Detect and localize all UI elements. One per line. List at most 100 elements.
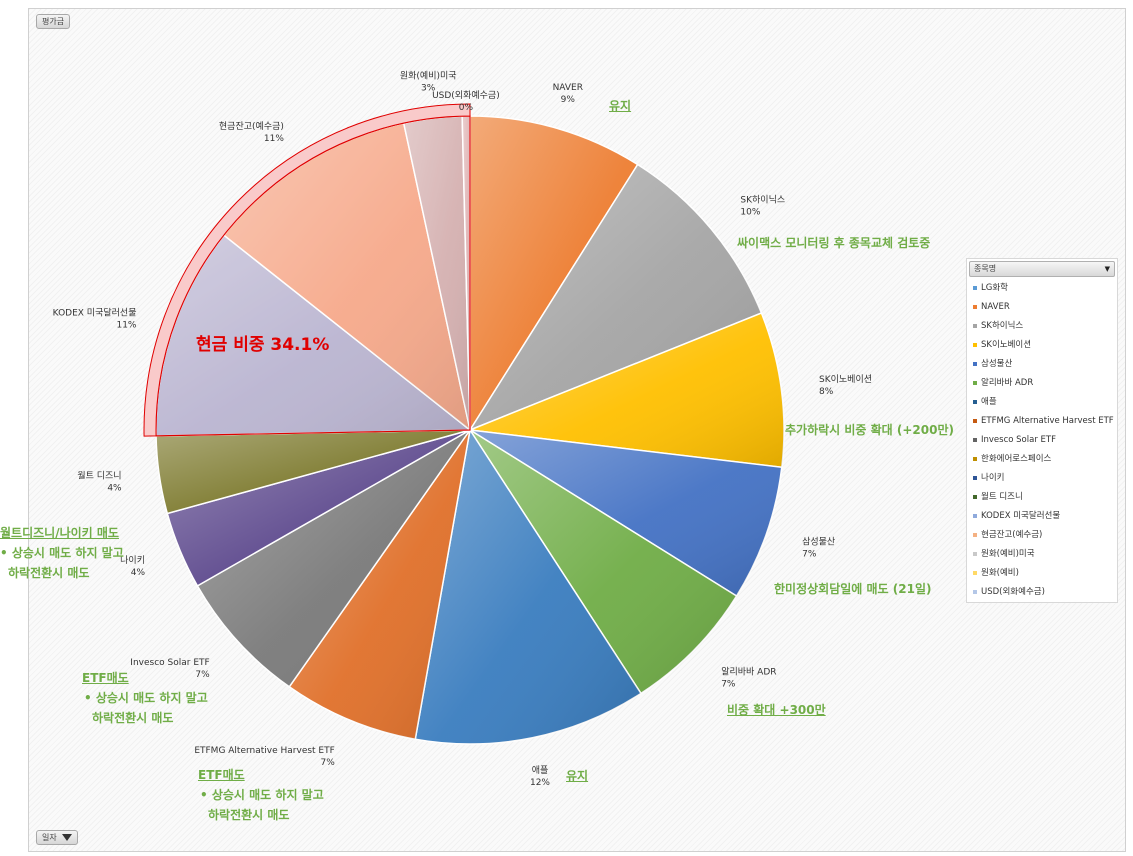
slice-percent-label: 7%: [721, 680, 736, 690]
annotation-naver: 유지: [609, 96, 631, 116]
legend-swatch: [973, 418, 977, 423]
annotation-invesco: ETF매도 • 상승시 매도 하지 말고 하락전환시 매도: [82, 668, 208, 728]
slice-name-label: USD(외화예수금): [432, 89, 500, 101]
legend-item[interactable]: 한화에어로스페이스: [967, 450, 1117, 469]
legend-swatch: [973, 456, 977, 461]
slice-percent-label: 9%: [561, 95, 576, 105]
legend-item-label: 월트 디즈니: [981, 492, 1023, 502]
legend-item[interactable]: 원화(예비)미국: [967, 545, 1117, 564]
legend-item[interactable]: 나이키: [967, 469, 1117, 488]
annotation-line: 추가하락시 비중 확대 (+200만): [785, 423, 955, 437]
legend-swatch: [973, 532, 977, 537]
slice-name-label: 나이키: [120, 555, 145, 566]
annotation-line: ETF매도: [82, 671, 129, 685]
legend-item[interactable]: NAVER: [967, 298, 1117, 317]
annotation-disney-nike: 월트디즈니/나이키 매도 • 상승시 매도 하지 말고 하락전환시 매도: [0, 523, 124, 583]
annotation-etfmg: ETF매도 • 상승시 매도 하지 말고 하락전환시 매도: [198, 765, 324, 825]
slice-percent-label: 12%: [530, 778, 550, 788]
legend-item[interactable]: LG화학: [967, 279, 1117, 298]
pie-slice-sheen: [156, 430, 470, 514]
pie-slice-sheen: [462, 116, 470, 430]
annotation-line: 월트디즈니/나이키 매도: [0, 526, 119, 540]
legend-item[interactable]: 삼성물산: [967, 355, 1117, 374]
legend-item[interactable]: 애플: [967, 393, 1117, 412]
annotation-samsung-cnt: 한미정상회담일에 매도 (21일): [774, 579, 931, 599]
annotation-sk-hynix: 싸이맥스 모니터링 후 종목교체 검토중: [737, 233, 930, 253]
legend-item[interactable]: 현금잔고(예수금): [967, 526, 1117, 545]
legend-swatch: [973, 304, 977, 309]
slice-percent-label: 4%: [131, 568, 146, 578]
chevron-down-icon[interactable]: ▼: [1104, 265, 1110, 273]
legend-swatch: [973, 513, 977, 518]
legend-item[interactable]: 알리바바 ADR: [967, 374, 1117, 393]
pie-slice-sheen: [415, 430, 641, 744]
slice-name-label: SK이노베이션: [819, 374, 872, 385]
annotation-line: 싸이맥스 모니터링 후 종목교체 검토중: [737, 236, 931, 250]
legend-item-label: 애플: [981, 397, 997, 407]
legend-item[interactable]: SK하이닉스: [967, 317, 1117, 336]
slice-name-label: SK하이닉스: [740, 195, 785, 206]
legend-item[interactable]: KODEX 미국달러선물: [967, 507, 1117, 526]
legend-item[interactable]: Invesco Solar ETF: [967, 431, 1117, 450]
slice-name-label: 월트 디즈니: [77, 470, 121, 482]
legend-swatch: [973, 475, 977, 480]
slice-percent-label: 3%: [421, 84, 436, 94]
annotation-sk-innovation: 추가하락시 비중 확대 (+200만): [785, 420, 954, 440]
legend-swatch: [973, 361, 977, 366]
legend-swatch: [973, 285, 977, 290]
slice-percent-label: 0%: [459, 103, 474, 113]
pie-slice-sheen: [223, 123, 470, 430]
legend-item[interactable]: 월트 디즈니: [967, 488, 1117, 507]
legend-swatch: [973, 399, 977, 404]
value-field-button[interactable]: 평가금: [36, 14, 71, 29]
legend-item-label: ETFMG Alternative Harvest ETF: [981, 416, 1114, 426]
slice-percent-label: 4%: [107, 484, 122, 494]
date-field-button[interactable]: 일자: [36, 830, 79, 845]
pie-slice-sheen: [167, 430, 471, 586]
annotation-line: 비중 확대 +300만: [727, 703, 826, 717]
pie-slice-sheen: [403, 116, 470, 430]
legend-filter-dropdown[interactable]: 종목명 ▼: [969, 261, 1115, 277]
legend-item[interactable]: SK이노베이션: [967, 336, 1117, 355]
slice-name-label: Invesco Solar ETF: [130, 658, 209, 668]
legend-item[interactable]: 원화(예비): [967, 564, 1117, 583]
legend-item-label: 나이키: [981, 473, 1005, 483]
legend-item-label: 원화(예비): [981, 568, 1019, 578]
legend-item-label: Invesco Solar ETF: [981, 435, 1056, 445]
legend-swatch: [973, 342, 977, 347]
slice-percent-label: 10%: [740, 208, 760, 218]
annotation-line: ETF매도: [198, 768, 245, 782]
pie-slice-sheen: [470, 430, 782, 596]
legend-item-label: SK하이닉스: [981, 321, 1024, 331]
pie-slice-sheen: [470, 313, 784, 468]
legend-title: 종목명: [974, 264, 997, 273]
cash-ratio-label: 현금 비중 34.1%: [196, 335, 329, 355]
legend-swatch: [973, 380, 977, 385]
legend-item[interactable]: USD(외화예수금): [967, 583, 1117, 602]
legend-item-label: 알리바바 ADR: [981, 378, 1034, 388]
slice-percent-label: 7%: [802, 550, 817, 560]
legend-swatch: [973, 323, 977, 328]
legend-item[interactable]: ETFMG Alternative Harvest ETF: [967, 412, 1117, 431]
legend-item-label: LG화학: [981, 283, 1008, 293]
slice-name-label: 원화(예비)미국: [400, 71, 457, 82]
legend-item-label: 한화에어로스페이스: [981, 454, 1052, 464]
pie-slice-sheen: [197, 430, 471, 687]
slice-percent-label: 7%: [321, 758, 336, 768]
pie-slice-sheen: [470, 430, 737, 694]
annotation-apple: 유지: [566, 766, 588, 786]
slice-name-label: 알리바바 ADR: [721, 667, 776, 678]
legend-item-label: 원화(예비)미국: [981, 549, 1035, 559]
slice-percent-label: 7%: [195, 670, 210, 680]
filter-icon[interactable]: [62, 834, 73, 841]
annotation-line: 유지: [566, 769, 589, 783]
slice-name-label: 현금잔고(예수금): [219, 121, 284, 132]
annotation-line: 하락전환시 매도: [92, 711, 174, 725]
slice-name-label: KODEX 미국달러선물: [53, 307, 137, 319]
legend-item-label: 삼성물산: [981, 359, 1013, 369]
legend-swatch: [973, 494, 977, 499]
slice-percent-label: 11%: [116, 321, 136, 331]
slice-percent-label: 8%: [819, 387, 834, 397]
